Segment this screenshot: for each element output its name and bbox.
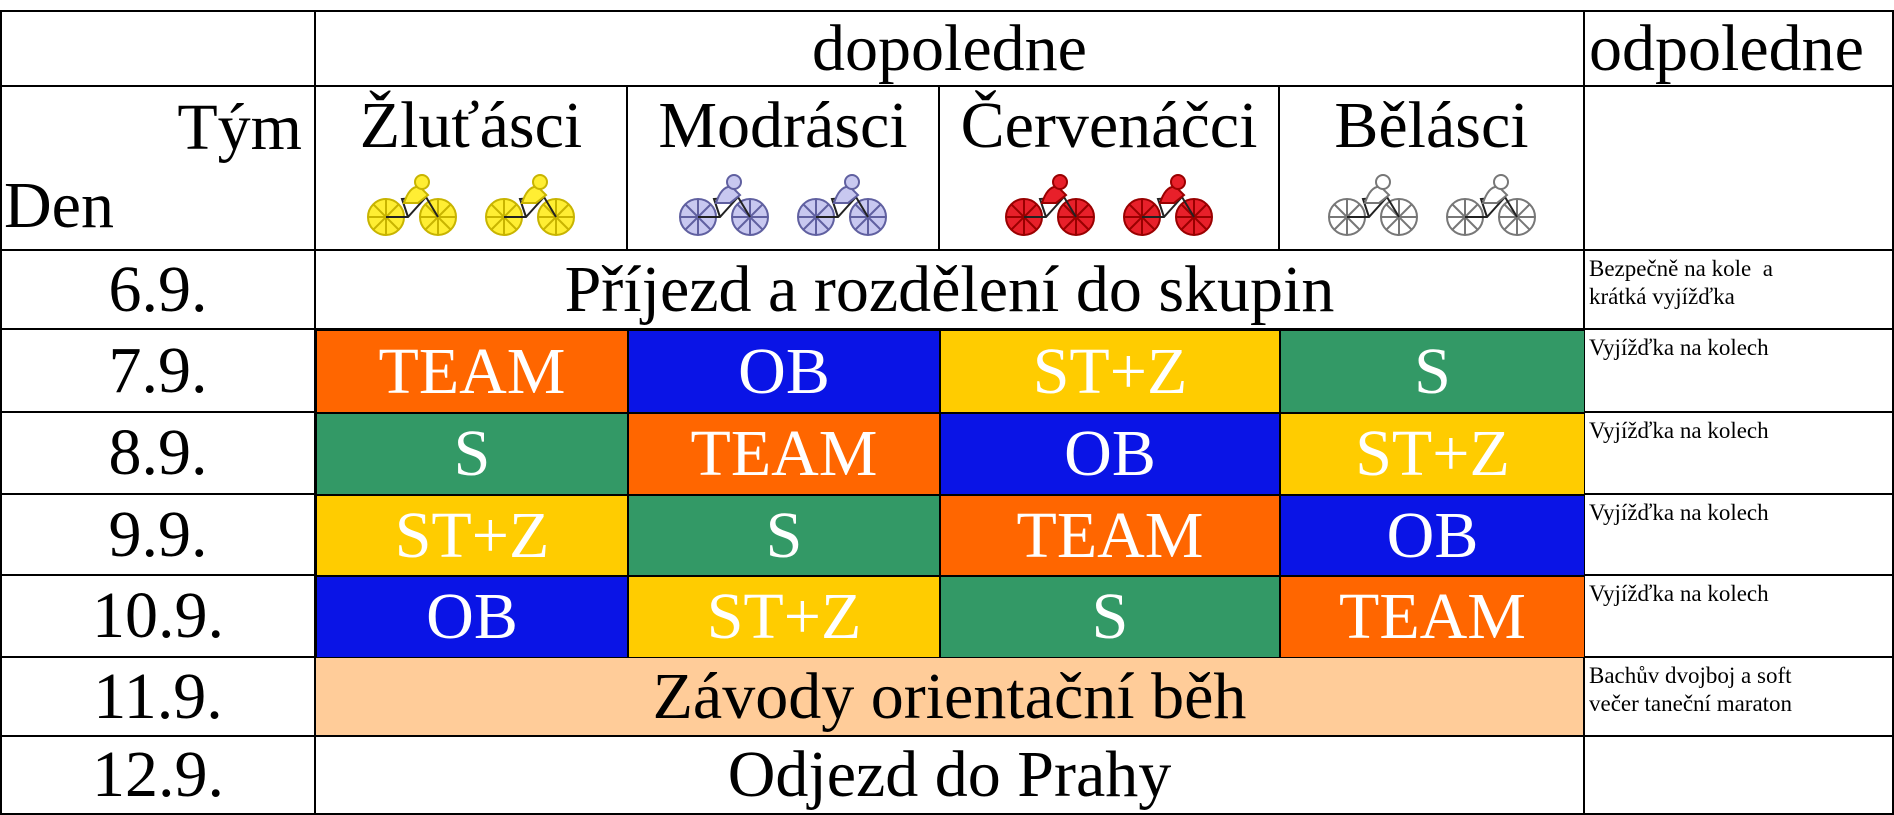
activity-cell: OB xyxy=(1280,495,1585,576)
afternoon-text: Bezpečně na kole a xyxy=(1589,256,1773,281)
team-cell: Červenáčci xyxy=(940,87,1280,251)
afternoon-cell: Vyjížďka na kolech xyxy=(1585,576,1894,658)
activity-label: OB xyxy=(1064,417,1156,490)
afternoon-text: Bachův dvojboj a soft xyxy=(1589,663,1792,688)
afternoon-text: Vyjížďka na kolech xyxy=(1589,335,1769,360)
activity-label: S xyxy=(1091,580,1129,653)
day-label: 7.9. xyxy=(108,333,208,407)
afternoon-text: Vyjížďka na kolech xyxy=(1589,418,1769,443)
morning-text: Příjezd a rozdělení do skupin xyxy=(564,252,1335,326)
team-name: Modrásci xyxy=(658,89,908,162)
bike-icon xyxy=(367,174,457,236)
team-corner: Tým xyxy=(177,91,302,164)
activity-cell: ST+Z xyxy=(1280,413,1585,495)
day-label: 9.9. xyxy=(108,497,208,571)
day-cell: 8.9. xyxy=(0,413,316,495)
activity-cell: ST+Z xyxy=(628,576,940,658)
activity-label: OB xyxy=(426,580,518,653)
bike-icon xyxy=(679,174,769,236)
afternoon-text: Vyjížďka na kolech xyxy=(1589,500,1769,525)
activity-cell: S xyxy=(1280,330,1585,413)
morning-text: Závody orientační běh xyxy=(652,659,1247,733)
activity-label: ST+Z xyxy=(1355,417,1510,490)
team-name: Žluťásci xyxy=(359,89,583,162)
activity-label: TEAM xyxy=(690,417,878,490)
bike-pair xyxy=(674,173,892,237)
day-cell: 12.9. xyxy=(0,737,316,815)
day-cell: 6.9. xyxy=(0,251,316,330)
bike-icon xyxy=(1327,174,1418,236)
afternoon-cell: Bezpečně na kole a krátká vyjížďka xyxy=(1585,251,1894,330)
activity-cell: S xyxy=(316,413,628,495)
activity-label: ST+Z xyxy=(706,580,862,653)
morning-label: dopoledne xyxy=(812,11,1087,85)
team-name: Bělásci xyxy=(1334,89,1529,162)
bike-pair xyxy=(362,173,580,237)
afternoon-header: odpoledne xyxy=(1585,10,1894,87)
afternoon-text: večer taneční maraton xyxy=(1589,690,1793,716)
day-label: 12.9. xyxy=(92,738,224,811)
activity-cell: TEAM xyxy=(316,330,628,413)
afternoon-cell: Bachův dvojboj a soft večer taneční marat… xyxy=(1585,658,1894,737)
afternoon-text: Vyjížďka na kolech xyxy=(1589,581,1769,606)
day-label: 6.9. xyxy=(108,252,208,326)
day-cell: 7.9. xyxy=(0,330,316,413)
afternoon-text: krátká vyjížďka xyxy=(1589,283,1735,309)
morning-cell: Odjezd do Prahy xyxy=(316,737,1585,815)
activity-label: ST+Z xyxy=(1032,334,1188,408)
activity-label: TEAM xyxy=(1339,580,1526,653)
morning-cell: Závody orientační běh xyxy=(316,658,1585,737)
activity-cell: S xyxy=(940,576,1280,658)
afternoon-empty xyxy=(1585,87,1894,251)
afternoon-cell: Vyjížďka na kolech xyxy=(1585,495,1894,576)
corner-cell xyxy=(0,10,316,87)
activity-label: S xyxy=(765,498,803,572)
activity-cell: ST+Z xyxy=(940,330,1280,413)
bike-pair xyxy=(1000,173,1218,237)
activity-cell: TEAM xyxy=(1280,576,1585,658)
day-cell: 10.9. xyxy=(0,576,316,658)
activity-cell: S xyxy=(628,495,940,576)
afternoon-cell: Vyjížďka na kolech xyxy=(1585,330,1894,413)
bike-icon xyxy=(797,174,887,236)
morning-text: Odjezd do Prahy xyxy=(727,738,1172,811)
day-label: 11.9. xyxy=(93,659,223,733)
team-name: Červenáčci xyxy=(960,89,1258,162)
bike-pair xyxy=(1323,173,1541,237)
activity-label: S xyxy=(1414,334,1451,408)
bike-icon xyxy=(1445,174,1536,236)
activity-cell: TEAM xyxy=(940,495,1280,576)
activity-label: TEAM xyxy=(378,334,566,408)
corner-team-day: Tým Den xyxy=(0,87,316,251)
bike-icon xyxy=(485,174,575,236)
afternoon-cell: Vyjížďka na kolech xyxy=(1585,413,1894,495)
afternoon-label: odpoledne xyxy=(1589,11,1864,85)
team-cell: Bělásci xyxy=(1280,87,1585,251)
activity-label: S xyxy=(453,417,491,490)
activity-label: OB xyxy=(1386,498,1479,572)
team-cell: Žluťásci xyxy=(316,87,628,251)
activity-cell: ST+Z xyxy=(316,495,628,576)
afternoon-cell xyxy=(1585,737,1894,815)
morning-cell: Příjezd a rozdělení do skupin xyxy=(316,251,1585,330)
day-corner: Den xyxy=(4,169,114,242)
bike-icon xyxy=(1123,174,1213,236)
bike-icon xyxy=(1005,174,1095,236)
activity-cell: TEAM xyxy=(628,413,940,495)
activity-label: TEAM xyxy=(1016,498,1204,572)
day-label: 10.9. xyxy=(92,579,224,652)
activity-cell: OB xyxy=(628,330,940,413)
day-cell: 11.9. xyxy=(0,658,316,737)
activity-label: OB xyxy=(738,334,830,408)
activity-label: ST+Z xyxy=(394,498,550,572)
morning-header: dopoledne xyxy=(316,10,1585,87)
activity-cell: OB xyxy=(940,413,1280,495)
day-label: 8.9. xyxy=(108,416,208,489)
activity-cell: OB xyxy=(316,576,628,658)
day-cell: 9.9. xyxy=(0,495,316,576)
team-cell: Modrásci xyxy=(628,87,940,251)
